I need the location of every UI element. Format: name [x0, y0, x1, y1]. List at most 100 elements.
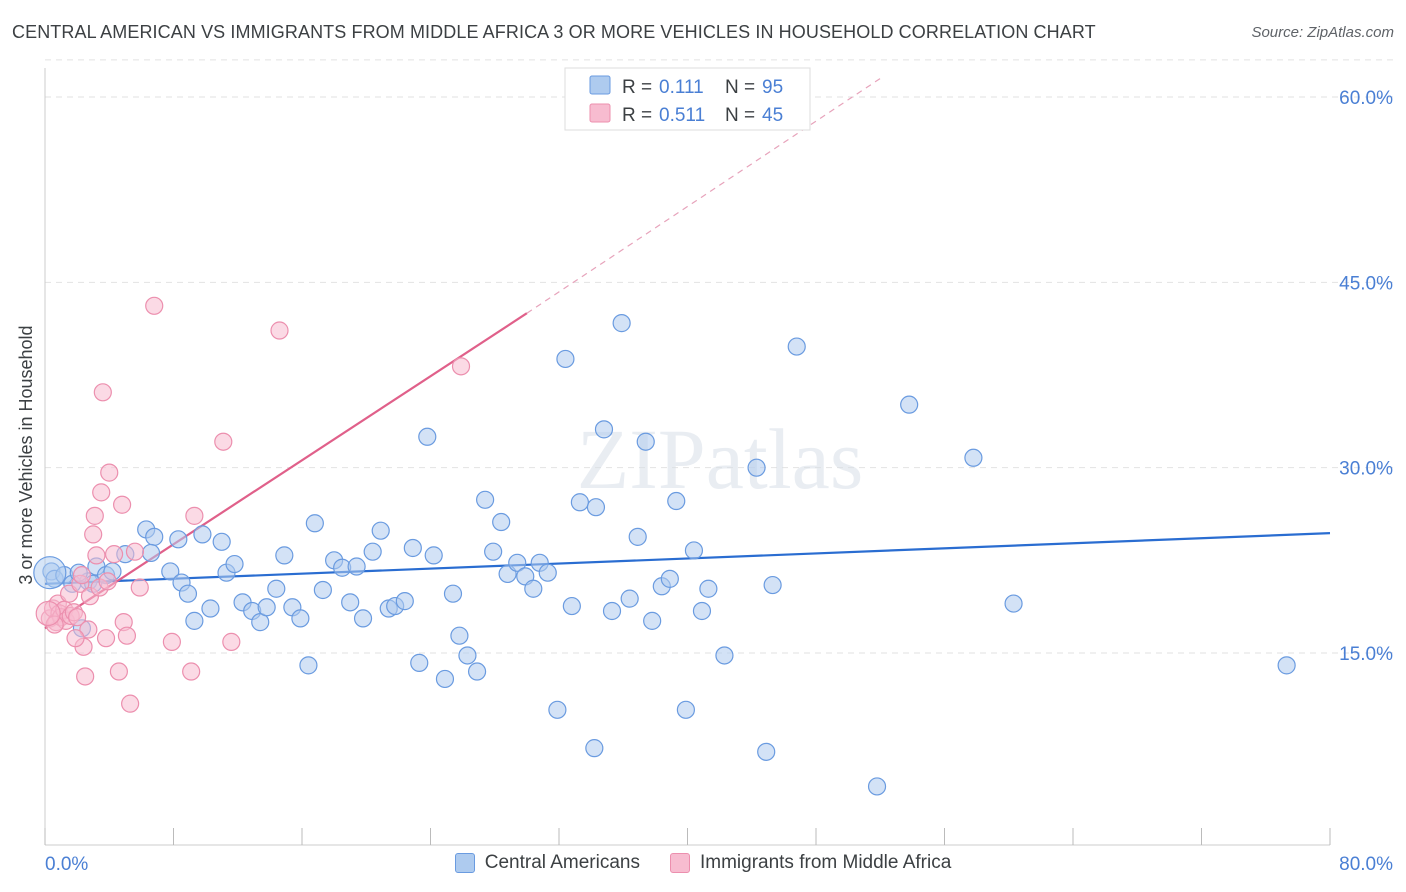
- data-point-middle-africa: [104, 545, 124, 564]
- data-point-central-americans: [867, 777, 887, 796]
- trend-line-central-americans: [44, 532, 1331, 585]
- data-point-middle-africa: [162, 632, 181, 651]
- data-point-central-americans: [363, 542, 382, 561]
- data-point-central-americans: [964, 448, 983, 467]
- data-point-central-americans: [699, 579, 718, 598]
- data-point-central-americans: [450, 626, 469, 645]
- axes: [44, 68, 1331, 846]
- top-legend: R = 0.111 N = 95 R = 0.511 N = 45: [564, 67, 811, 131]
- data-point-central-americans: [212, 532, 231, 551]
- data-point-middle-africa: [109, 662, 128, 681]
- data-point-middle-africa: [182, 662, 201, 681]
- data-point-central-americans: [1277, 656, 1296, 675]
- data-point-central-americans: [900, 395, 919, 414]
- data-point-central-americans: [178, 584, 198, 603]
- legend-swatch-pink: [589, 103, 611, 123]
- data-point-central-americans: [476, 490, 495, 509]
- data-point-central-americans: [620, 589, 639, 608]
- data-point-middle-africa: [84, 525, 103, 544]
- data-point-central-americans: [538, 563, 557, 582]
- data-point-middle-africa: [92, 483, 111, 502]
- data-point-central-americans: [612, 314, 631, 333]
- legend-item-central-americans: Central Americans: [454, 852, 640, 874]
- data-point-middle-africa: [96, 629, 116, 648]
- data-point-middle-africa: [214, 432, 233, 451]
- data-point-central-americans: [715, 646, 734, 665]
- data-point-central-americans: [291, 609, 310, 628]
- data-point-middle-africa: [121, 694, 140, 713]
- data-point-central-americans: [313, 580, 332, 600]
- legend-swatch-blue: [589, 75, 611, 95]
- data-point-central-americans: [353, 609, 373, 628]
- data-point-central-americans: [594, 420, 614, 439]
- legend-label: Immigrants from Middle Africa: [699, 852, 952, 873]
- data-point-central-americans: [667, 491, 686, 511]
- data-point-central-americans: [602, 601, 622, 621]
- chart-title: CENTRAL AMERICAN VS IMMIGRANTS FROM MIDD…: [12, 22, 1096, 42]
- y-tick-label: 30.0%: [1339, 459, 1393, 480]
- data-point-central-americans: [305, 514, 324, 533]
- data-point-central-americans: [524, 579, 543, 598]
- data-point-central-americans: [341, 593, 360, 612]
- data-point-middle-africa: [93, 383, 112, 402]
- data-point-central-americans: [747, 458, 766, 477]
- data-point-central-americans: [435, 669, 455, 689]
- trend-line-middle-africa: [44, 312, 528, 630]
- legend-swatch-blue: [454, 853, 475, 873]
- data-point-central-americans: [145, 527, 164, 546]
- data-point-central-americans: [636, 432, 655, 451]
- data-point-central-americans: [763, 575, 782, 595]
- data-point-middle-africa: [130, 578, 149, 597]
- data-point-middle-africa: [68, 608, 87, 627]
- legend-n-value: 95: [762, 77, 783, 98]
- data-point-central-americans: [508, 553, 527, 572]
- y-axis-label: 3 or more Vehicles in Household: [16, 325, 36, 584]
- data-point-middle-africa: [79, 620, 98, 639]
- data-point-middle-africa: [66, 629, 85, 648]
- data-point-central-americans: [185, 611, 204, 630]
- data-point-middle-africa: [112, 495, 132, 514]
- data-point-central-americans: [257, 598, 276, 617]
- y-tick-label: 45.0%: [1339, 273, 1393, 294]
- data-point-middle-africa: [98, 572, 117, 591]
- data-point-central-americans: [418, 427, 437, 446]
- gridlines: [45, 59, 1395, 654]
- legend-r-value: 0.511: [659, 105, 705, 126]
- data-point-central-americans: [562, 596, 581, 616]
- data-point-central-americans: [299, 656, 318, 675]
- data-point-middle-africa: [85, 506, 104, 525]
- data-point-central-americans: [403, 538, 422, 558]
- data-point-central-americans: [643, 611, 662, 630]
- y-tick-label: 60.0%: [1339, 88, 1393, 109]
- legend-r-label: R =: [622, 77, 652, 98]
- data-point-central-americans: [225, 554, 244, 574]
- legend-n-label: N =: [725, 105, 755, 126]
- data-point-central-americans: [275, 546, 294, 565]
- legend-label: Central Americans: [484, 852, 640, 873]
- data-point-central-americans: [757, 742, 776, 761]
- data-point-middle-africa: [76, 667, 95, 686]
- data-point-central-americans: [548, 700, 567, 719]
- data-point-central-americans: [424, 546, 443, 565]
- watermark: ZIPatlas: [577, 411, 864, 507]
- data-point-central-americans: [692, 601, 712, 621]
- data-point-middle-africa: [185, 506, 204, 525]
- data-point-central-americans: [1004, 594, 1023, 613]
- data-point-middle-africa: [145, 296, 164, 315]
- data-point-central-americans: [585, 739, 604, 758]
- data-point-central-americans: [467, 662, 487, 681]
- data-point-central-americans: [484, 542, 503, 561]
- data-point-central-americans: [556, 349, 575, 369]
- data-point-central-americans: [33, 556, 67, 590]
- data-point-central-americans: [371, 521, 390, 540]
- legend-n-value: 45: [762, 105, 783, 126]
- data-point-central-americans: [586, 498, 606, 517]
- legend-r-label: R =: [622, 105, 652, 126]
- y-tick-label: 15.0%: [1339, 644, 1393, 665]
- data-point-middle-africa: [100, 463, 119, 482]
- trend-lines: [44, 77, 1331, 630]
- data-point-central-americans: [660, 569, 679, 588]
- legend-swatch-pink: [669, 853, 690, 873]
- data-point-central-americans: [676, 700, 695, 719]
